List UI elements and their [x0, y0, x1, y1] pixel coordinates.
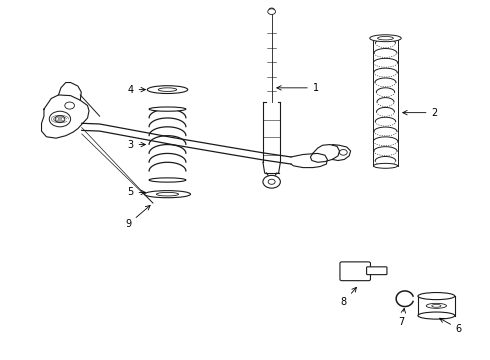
Ellipse shape [418, 293, 455, 300]
Ellipse shape [156, 192, 178, 196]
Ellipse shape [373, 163, 397, 168]
Ellipse shape [269, 8, 274, 12]
Circle shape [351, 269, 357, 274]
Ellipse shape [432, 305, 441, 307]
Ellipse shape [370, 35, 401, 42]
Ellipse shape [378, 36, 393, 40]
Text: 4: 4 [127, 85, 146, 95]
Text: 5: 5 [127, 188, 146, 197]
Ellipse shape [418, 312, 455, 319]
FancyBboxPatch shape [367, 267, 387, 275]
FancyBboxPatch shape [340, 262, 370, 281]
Text: 3: 3 [127, 140, 146, 149]
Text: 1: 1 [277, 83, 319, 93]
Ellipse shape [426, 303, 446, 308]
Ellipse shape [149, 178, 186, 182]
Text: 6: 6 [440, 318, 462, 334]
Text: 7: 7 [399, 309, 406, 327]
Circle shape [340, 149, 347, 155]
Circle shape [49, 111, 71, 127]
Text: 9: 9 [125, 206, 150, 229]
Circle shape [65, 102, 74, 109]
Circle shape [268, 179, 275, 184]
Circle shape [263, 175, 280, 188]
Ellipse shape [158, 88, 177, 91]
Text: 8: 8 [341, 287, 356, 307]
Text: 2: 2 [403, 108, 438, 118]
Circle shape [55, 116, 65, 123]
Ellipse shape [145, 191, 191, 198]
Ellipse shape [149, 107, 186, 111]
Circle shape [268, 9, 275, 14]
Ellipse shape [147, 86, 188, 94]
